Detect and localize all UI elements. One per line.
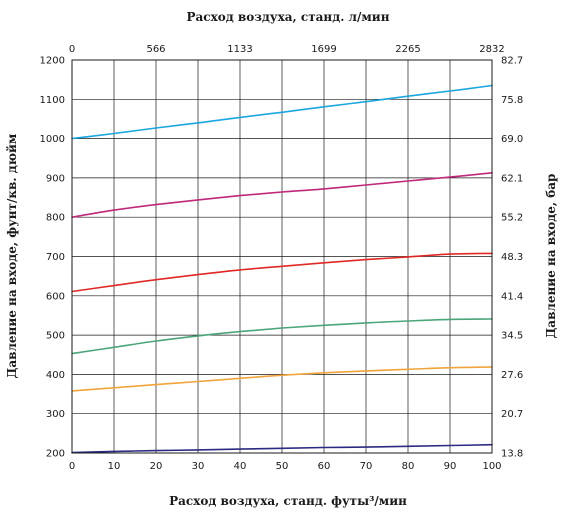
x-top-tick-label: 0 xyxy=(69,44,75,55)
y2-tick-label: 20.7 xyxy=(501,409,523,420)
y-tick-label: 500 xyxy=(46,331,65,342)
x-tick-label: 20 xyxy=(150,461,163,472)
curves xyxy=(71,84,493,454)
y-tick-label: 1200 xyxy=(40,56,65,67)
x-top-tick-label: 1133 xyxy=(227,44,252,55)
x-tick-label: 70 xyxy=(360,461,373,472)
y-tick-label: 600 xyxy=(46,291,65,302)
series-line-1 xyxy=(71,84,493,140)
y-axis-title: Давление на входе, фунт/кв. дюйм xyxy=(5,133,19,378)
y-tick-label: 700 xyxy=(46,252,65,263)
tick-labels: 0 10 20 30 40 50 60 70 80 90 1000 566 1133 1699 2265 28… xyxy=(40,44,524,472)
x-tick-label: 40 xyxy=(234,461,247,472)
plot-frame xyxy=(71,59,493,454)
y2-axis-title: Давление на входе, бар xyxy=(544,174,558,339)
y-tick-label: 200 xyxy=(46,449,65,460)
series-line-6 xyxy=(71,443,493,454)
y2-tick-label: 41.4 xyxy=(501,291,523,302)
y2-tick-label: 27.6 xyxy=(501,370,523,381)
y-tick-label: 400 xyxy=(46,370,65,381)
series-line-2 xyxy=(71,172,493,218)
x-top-tick-label: 2265 xyxy=(395,44,420,55)
y2-tick-label: 55.2 xyxy=(501,213,523,224)
x-top-tick-label: 566 xyxy=(146,44,165,55)
x-axis-title: Расход воздуха, станд. футы³/мин xyxy=(169,494,407,508)
y2-tick-label: 34.5 xyxy=(501,331,523,342)
series-line-4 xyxy=(71,318,493,355)
y2-tick-label: 69.0 xyxy=(501,134,523,145)
y-tick-label: 900 xyxy=(46,173,65,184)
x-top-tick-label: 1699 xyxy=(311,44,336,55)
x-tick-label: 30 xyxy=(192,461,205,472)
y2-tick-label: 13.8 xyxy=(501,449,523,460)
y-tick-label: 300 xyxy=(46,409,65,420)
series-line-5 xyxy=(71,366,493,392)
grid xyxy=(71,59,493,454)
y-tick-label: 1100 xyxy=(40,95,65,106)
x-tick-label: 100 xyxy=(482,461,501,472)
y-tick-label: 1000 xyxy=(40,134,65,145)
x-tick-label: 90 xyxy=(444,461,457,472)
x-tick-label: 10 xyxy=(108,461,121,472)
series-line-3 xyxy=(71,252,493,293)
x-tick-label: 50 xyxy=(276,461,289,472)
x-tick-label: 60 xyxy=(318,461,331,472)
top-axis-title: Расход воздуха, станд. л/мин xyxy=(186,10,389,24)
y-tick-label: 800 xyxy=(46,213,65,224)
x-tick-label: 0 xyxy=(69,461,75,472)
y2-tick-label: 48.3 xyxy=(501,252,523,263)
x-top-tick-label: 2832 xyxy=(479,44,504,55)
x-tick-label: 80 xyxy=(402,461,415,472)
y2-tick-label: 62.1 xyxy=(501,173,523,184)
y2-tick-label: 75.8 xyxy=(501,95,523,106)
y2-tick-label: 82.7 xyxy=(501,56,523,67)
